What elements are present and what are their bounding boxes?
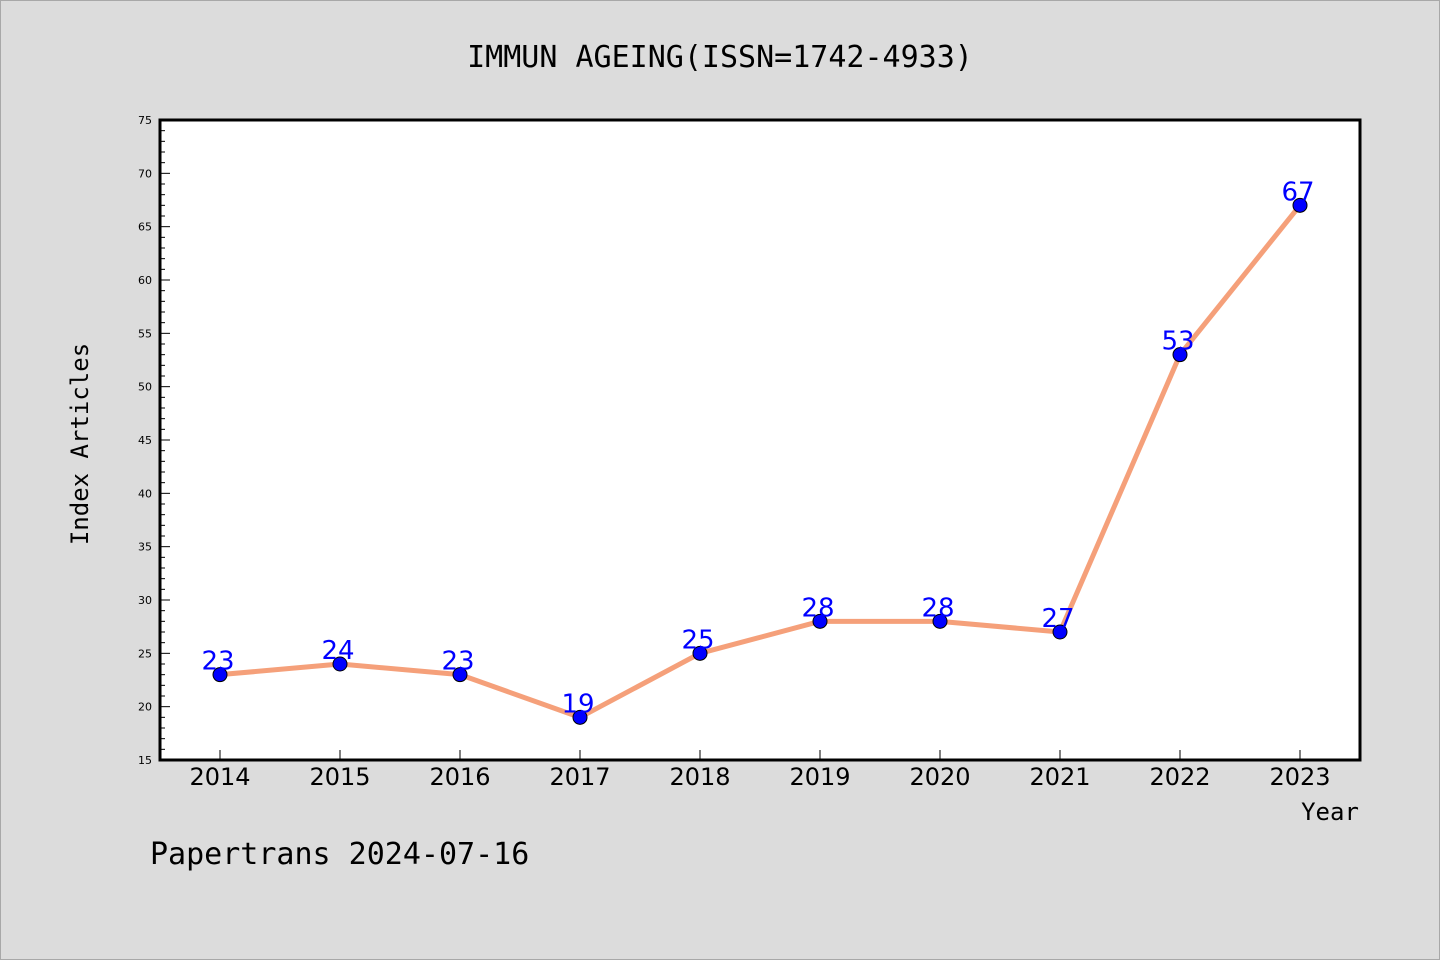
data-point xyxy=(692,645,708,661)
data-point xyxy=(932,613,948,629)
data-label: 25 xyxy=(681,625,714,655)
y-tick-label: 70 xyxy=(138,167,152,180)
series-line xyxy=(217,202,1303,720)
data-point xyxy=(572,709,588,725)
data-label: 27 xyxy=(1041,604,1074,634)
data-label: 28 xyxy=(921,593,954,623)
x-tick-label: 2017 xyxy=(549,763,610,791)
y-axis: 15 20 25 30 35 40 45 50 55 60 65 70 75 xyxy=(138,114,170,767)
data-labels: 23 24 23 19 25 28 28 27 53 67 xyxy=(201,177,1314,719)
data-point xyxy=(212,667,228,683)
x-tick-label: 2023 xyxy=(1269,763,1330,791)
x-tick-label: 2021 xyxy=(1029,763,1090,791)
footer-credit: Papertrans 2024-07-16 xyxy=(150,837,529,872)
y-tick-label: 25 xyxy=(138,647,152,660)
x-tick-label: 2018 xyxy=(669,763,730,791)
y-tick-label: 50 xyxy=(138,381,152,394)
data-label: 28 xyxy=(801,593,834,623)
x-tick-label: 2022 xyxy=(1149,763,1210,791)
y-tick-label: 15 xyxy=(138,754,152,767)
data-label: 23 xyxy=(201,647,234,677)
y-tick-label: 35 xyxy=(138,541,152,554)
y-axis-label: Index Articles xyxy=(66,343,94,545)
y-tick-label: 65 xyxy=(138,221,152,234)
y-tick-label: 55 xyxy=(138,327,152,340)
data-point xyxy=(1052,624,1068,640)
data-label: 24 xyxy=(321,636,354,666)
x-tick-label: 2016 xyxy=(429,763,490,791)
chart-title: IMMUN AGEING(ISSN=1742-4933) xyxy=(467,40,973,75)
data-label: 53 xyxy=(1161,327,1194,357)
x-axis-label: Year xyxy=(1301,798,1359,826)
x-axis: 2014 2015 2016 2017 2018 2019 2020 2021 2022 2023 xyxy=(189,750,1331,791)
data-point xyxy=(1172,347,1188,363)
y-tick-label: 20 xyxy=(138,701,152,714)
y-tick-label: 60 xyxy=(138,274,152,287)
data-point xyxy=(452,667,468,683)
y-tick-label: 75 xyxy=(138,114,152,127)
series-line-group xyxy=(217,202,1303,720)
data-point xyxy=(332,656,348,672)
y-tick-label: 45 xyxy=(138,434,152,447)
x-tick-label: 2019 xyxy=(789,763,850,791)
data-label: 19 xyxy=(561,689,594,719)
x-tick-label: 2020 xyxy=(909,763,970,791)
data-label: 23 xyxy=(441,647,474,677)
data-label: 67 xyxy=(1281,177,1314,207)
plot-area xyxy=(158,118,1362,762)
data-point xyxy=(1292,197,1308,213)
y-tick-label: 40 xyxy=(138,487,152,500)
y-tick-label: 30 xyxy=(138,594,152,607)
x-tick-label: 2015 xyxy=(309,763,370,791)
data-point xyxy=(812,613,828,629)
x-tick-label: 2014 xyxy=(189,763,250,791)
series-markers xyxy=(212,197,1308,725)
